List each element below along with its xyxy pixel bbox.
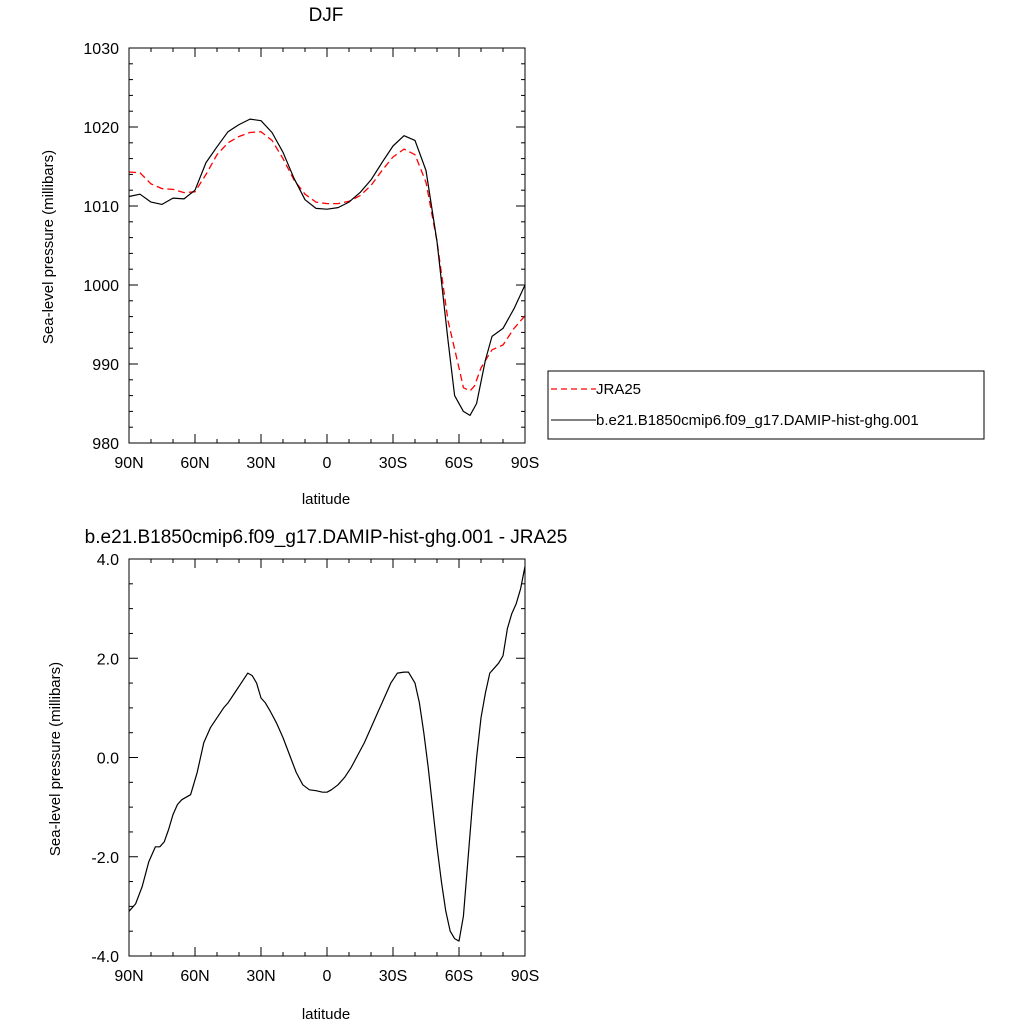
bottom-plot-frame: [128, 558, 526, 957]
top-x-tick-label: 90S: [511, 455, 539, 472]
bottom-series-line-difference: [128, 566, 526, 942]
top-x-tick-label: 90N: [114, 455, 143, 472]
top-x-tick-label: 60S: [445, 455, 473, 472]
top-x-axis-label: latitude: [302, 491, 350, 508]
bottom-x-tick-label: 60N: [180, 968, 209, 985]
bottom-x-tick-label: 30S: [379, 968, 407, 985]
bottom-chart-ticks: 90N 60N 30N 0 30S 60S 90S -4.0 -2.0 0.0 2.0 4.0: [91, 552, 539, 985]
bottom-chart-title: b.e21.B1850cmip6.f09_g17.DAMIP-hist-ghg.…: [85, 527, 568, 548]
top-y-axis-label: Sea-level pressure (millibars): [40, 150, 57, 344]
top-y-tick-label: 980: [92, 436, 119, 453]
top-y-tick-label: 1020: [83, 120, 119, 137]
legend-jra25-label: JRA25: [596, 381, 641, 398]
top-y-tick-label: 1030: [83, 41, 119, 58]
bottom-y-tick-label: 0.0: [97, 751, 119, 768]
bottom-y-tick-label: 2.0: [97, 651, 119, 668]
top-chart-title: DJF: [309, 5, 344, 26]
bottom-x-tick-label: 0: [323, 968, 332, 985]
legend-model-label: b.e21.B1850cmip6.f09_g17.DAMIP-hist-ghg.…: [596, 412, 919, 429]
bottom-chart: b.e21.B1850cmip6.f09_g17.DAMIP-hist-ghg.…: [47, 527, 567, 1023]
bottom-y-tick-label: -2.0: [91, 850, 119, 867]
top-y-tick-label: 1000: [83, 278, 119, 295]
top-series-line-jra25: [128, 131, 526, 392]
top-x-tick-label: 0: [323, 455, 332, 472]
top-chart: DJF 90N 60N 30N 0 30S 60S 90S 980 990 1000 1010 102…: [40, 5, 985, 508]
bottom-x-axis-label: latitude: [302, 1006, 350, 1023]
bottom-x-tick-label: 30N: [246, 968, 275, 985]
bottom-x-tick-label: 90S: [511, 968, 539, 985]
top-chart-ticks: 90N 60N 30N 0 30S 60S 90S 980 990 1000 1010 1020 103…: [83, 41, 539, 472]
bottom-y-tick-label: 4.0: [97, 552, 119, 569]
bottom-x-tick-label: 90N: [114, 968, 143, 985]
top-chart-lines: [128, 118, 526, 416]
top-x-tick-label: 60N: [180, 455, 209, 472]
bottom-chart-lines: [128, 566, 526, 942]
top-chart-legend: JRA25 b.e21.B1850cmip6.f09_g17.DAMIP-his…: [547, 370, 985, 440]
legend-box: [547, 370, 985, 440]
top-y-tick-label: 990: [92, 357, 119, 374]
top-x-tick-label: 30S: [379, 455, 407, 472]
bottom-x-tick-label: 60S: [445, 968, 473, 985]
bottom-y-tick-label: -4.0: [91, 949, 119, 966]
top-x-tick-label: 30N: [246, 455, 275, 472]
bottom-y-axis-label: Sea-level pressure (millibars): [47, 662, 64, 856]
top-series-line-b-e21-b1850cmip6-f09-g17-damip-hist-ghg-001: [128, 118, 526, 416]
top-y-tick-label: 1010: [83, 199, 119, 216]
top-plot-frame: [128, 47, 526, 444]
